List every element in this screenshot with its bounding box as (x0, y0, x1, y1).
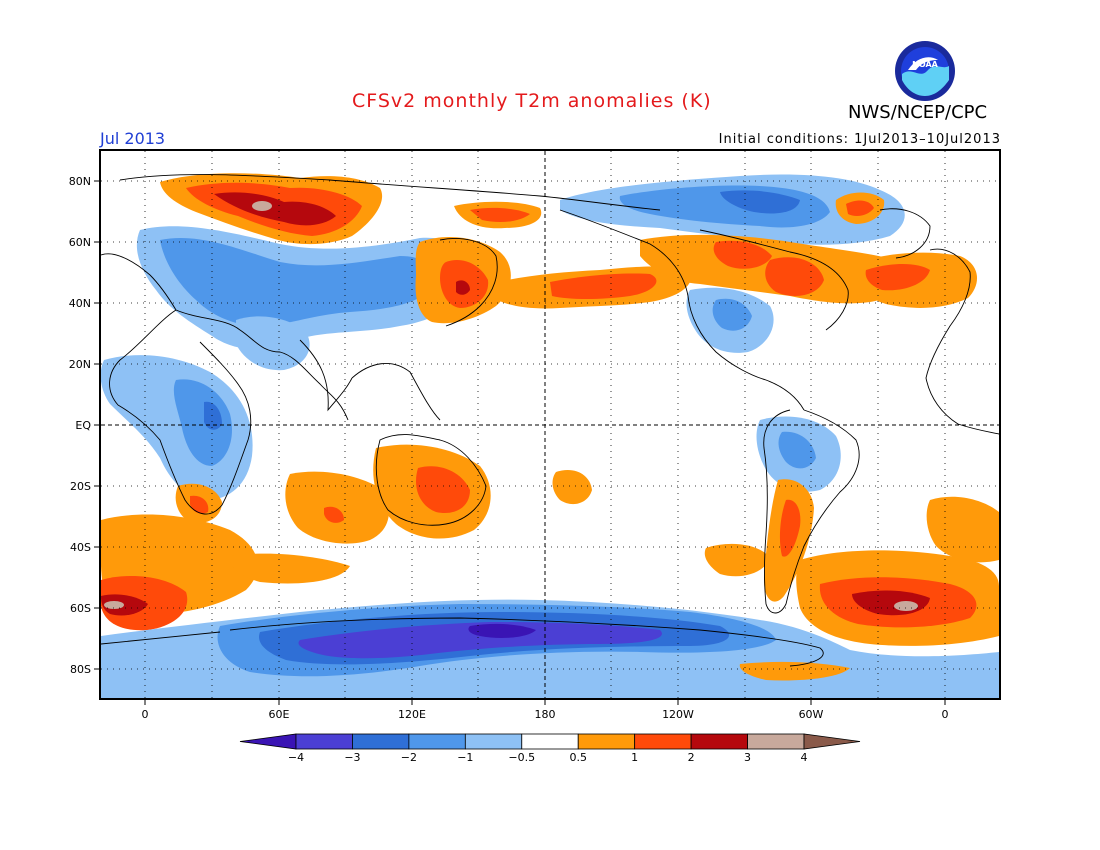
lat-label-20s: 20S (70, 480, 91, 493)
anomaly-warm-east-atlantic (926, 496, 999, 563)
anomaly-hot-west-canada (713, 240, 772, 269)
lon-label-120e: 120E (398, 708, 426, 721)
lon-label-120w: 120W (662, 708, 694, 721)
colorbar-label: 3 (744, 751, 751, 764)
colorbar-swatch (521, 733, 579, 750)
anomaly-field (101, 173, 999, 698)
colorbar-label: 4 (801, 751, 808, 764)
lon-label-60e: 60E (269, 708, 290, 721)
logo-wave (902, 66, 949, 96)
anomaly-very-hot-arctic (214, 192, 336, 226)
lat-label-60s: 60S (70, 602, 91, 615)
colorbar-swatch (352, 733, 410, 750)
anomaly-very-hot-south-atlantic-west (101, 594, 148, 616)
anomaly-hot-greenland (846, 200, 874, 216)
colorbar-swatch (747, 733, 805, 750)
colorbar-swatch (464, 733, 523, 750)
anomaly-cold-africa (173, 379, 232, 466)
colorbar-label: 0.5 (569, 751, 587, 764)
lat-label-80s: 80S (70, 663, 91, 676)
anomaly-hot-southern-africa (190, 495, 209, 514)
logo-bird (908, 57, 938, 70)
colorbar-swatch (295, 733, 353, 750)
anomaly-hot-north-atlantic (865, 264, 930, 291)
anomaly-cold-eurasia (160, 238, 434, 327)
anomaly-warm-south-pacific-east (704, 543, 770, 577)
anomaly-warm-east-antarctic (739, 661, 850, 681)
anomaly-cold-north-america (712, 298, 752, 331)
lon-label-180: 180 (535, 708, 556, 721)
anomaly-hot-east-canada (765, 257, 824, 296)
anomaly-hot-australia (416, 466, 470, 514)
colorbar-label: −4 (288, 751, 304, 764)
colorbar-label: −2 (401, 751, 417, 764)
anomaly-hot-north-pacific (550, 273, 657, 299)
colorbar-cap-min (239, 733, 297, 750)
anomaly-hot-east-siberia (470, 207, 530, 222)
noaa-logo: NOAA (895, 41, 955, 101)
anomaly-colder-canada-arctic (720, 190, 800, 214)
anomaly-extreme-arctic (252, 201, 272, 211)
colorbar-swatch (690, 733, 748, 750)
colorbar-label: −3 (344, 751, 360, 764)
lat-label-40s: 40S (70, 541, 91, 554)
logo-text: NOAA (912, 60, 938, 69)
initial-conditions-label: Initial conditions: 1Jul2013–10Jul2013 (718, 132, 1001, 147)
anomaly-extreme-cold-antarctic (468, 623, 536, 638)
lon-label-0-east: 0 (942, 708, 949, 721)
anomaly-hot-indian-ocean (324, 506, 344, 523)
lat-label-20n: 20N (69, 358, 91, 371)
valid-month-label: Jul 2013 (100, 129, 166, 148)
anomaly-warm-indian-ocean (285, 471, 389, 544)
anomaly-warm-south-indian (229, 553, 350, 584)
agency-label: NWS/NCEP/CPC (848, 102, 988, 123)
colorbar-cap-max (803, 733, 861, 750)
colorbar-label: 2 (688, 751, 695, 764)
lat-label-eq: EQ (75, 419, 91, 432)
colorbar-swatch (408, 733, 466, 750)
anomaly-extreme-south-atlantic-west (104, 601, 124, 609)
anomaly-very-cold-antarctic (298, 622, 662, 659)
colorbar-swatch (577, 733, 636, 750)
colorbar-label: 1 (631, 751, 638, 764)
anomaly-warm-south-pacific (552, 470, 592, 505)
colorbar-label: −1 (457, 751, 473, 764)
lat-label-80n: 80N (69, 175, 91, 188)
colorbar-swatch (634, 733, 692, 750)
axis-ticks (94, 180, 946, 705)
colorbar: −4 −3 −2 −1 −0.5 0.5 1 2 3 4 (239, 733, 861, 764)
coastlines (101, 174, 999, 667)
lon-label-0: 0 (142, 708, 149, 721)
lat-label-60n: 60N (69, 236, 91, 249)
anomaly-hot-south-america (779, 499, 801, 557)
lat-label-40n: 40N (69, 297, 91, 310)
anomaly-extreme-south-atlantic-east (894, 601, 918, 611)
anomaly-colder-africa (204, 401, 222, 430)
anomaly-cold-amazon (778, 431, 816, 469)
anomaly-very-hot-japan (456, 280, 470, 295)
lon-label-60w: 60W (799, 708, 824, 721)
colorbar-label: −0.5 (508, 751, 535, 764)
map-title: CFSv2 monthly T2m anomalies (K) (352, 90, 712, 112)
